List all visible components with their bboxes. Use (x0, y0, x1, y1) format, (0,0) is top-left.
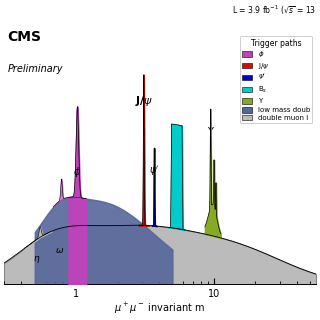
Text: L = 3.9 fb$^{-1}$ ($\sqrt{s}$ = 13: L = 3.9 fb$^{-1}$ ($\sqrt{s}$ = 13 (232, 4, 316, 17)
Text: B$_s$: B$_s$ (170, 141, 184, 155)
Legend: $\phi$, J/$\psi$, $\psi'$, B$_s$, $\Upsilon$, low mass doub, double muon l: $\phi$, J/$\psi$, $\psi'$, B$_s$, $\Upsi… (240, 36, 312, 123)
Text: Preliminary: Preliminary (7, 64, 63, 74)
Text: $\Upsilon$: $\Upsilon$ (207, 124, 215, 137)
Text: $\phi$: $\phi$ (73, 165, 81, 180)
Text: CMS: CMS (7, 30, 41, 44)
Text: $\psi'$: $\psi'$ (149, 164, 160, 178)
Text: $\eta$: $\eta$ (33, 254, 41, 265)
X-axis label: $\mu^+\mu^-$ invariant m: $\mu^+\mu^-$ invariant m (115, 301, 205, 316)
Text: $\omega$: $\omega$ (55, 246, 64, 255)
Text: J/$\psi$: J/$\psi$ (135, 94, 153, 108)
